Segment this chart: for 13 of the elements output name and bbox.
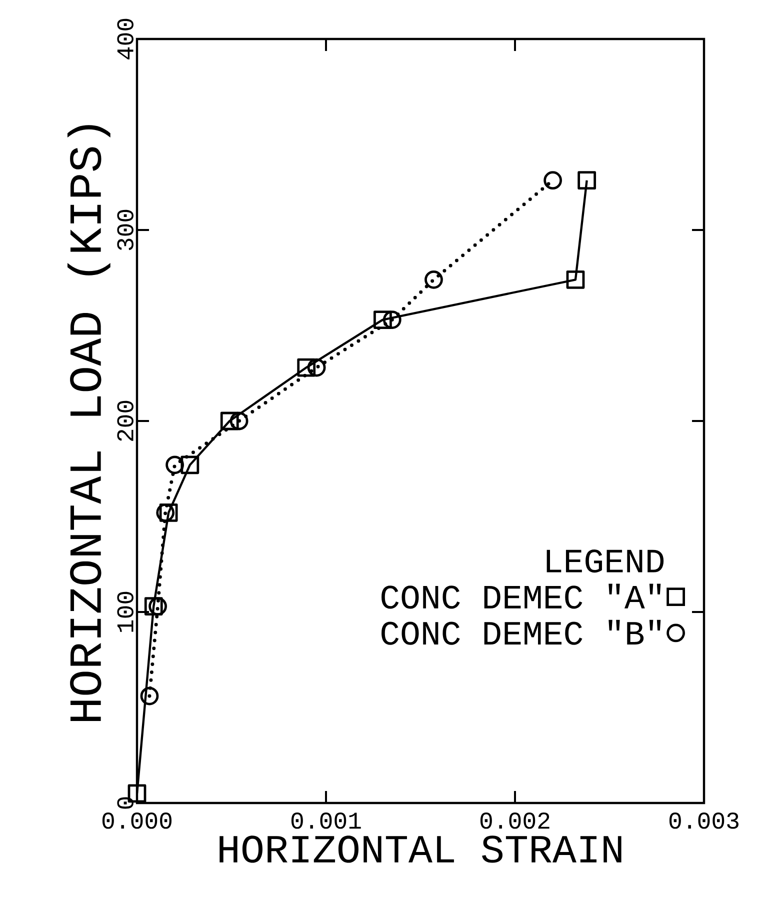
y-tick-label: 100 [117,592,134,632]
y-tick-label: 400 [117,18,134,60]
legend-label: CONC DEMEC "A" [382,584,661,609]
x-tick-label: 0.003 [669,812,738,829]
x-tick-label: 0.001 [291,812,361,829]
x-axis-title: HORIZONTAL STRAIN [220,836,622,863]
legend-title: LEGEND [546,550,664,573]
x-tick-label: 0.000 [102,812,172,829]
legend-label: CONC DEMEC "B" [382,620,661,645]
x-tick-label: 0.002 [480,812,550,829]
y-tick-label: 300 [117,210,134,250]
y-axis-title: HORIZONTAL LOAD (KIPS) [67,125,110,722]
y-tick-label: 200 [117,400,134,441]
